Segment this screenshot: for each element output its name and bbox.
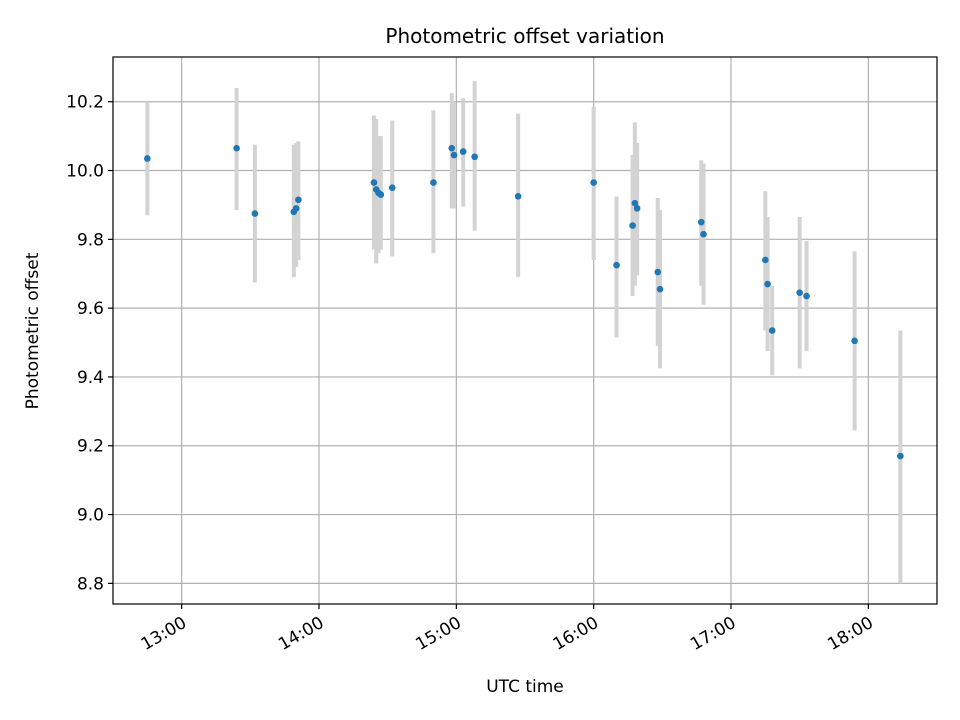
data-point xyxy=(144,155,151,162)
data-point xyxy=(377,191,385,198)
data-point xyxy=(629,222,636,229)
data-point xyxy=(768,327,776,334)
y-tick-label: 9.0 xyxy=(77,506,104,526)
data-point xyxy=(430,179,437,186)
y-tick-label: 9.6 xyxy=(77,299,104,319)
data-point xyxy=(233,144,240,152)
data-point xyxy=(388,184,396,192)
data-point xyxy=(633,205,641,212)
data-point xyxy=(448,144,456,152)
data-point xyxy=(762,256,769,264)
x-axis-label: UTC time xyxy=(486,677,564,697)
plot-area-frame xyxy=(112,56,938,605)
data-point xyxy=(590,179,597,186)
y-tick-label: 9.2 xyxy=(77,437,104,457)
data-point xyxy=(654,268,662,276)
grid xyxy=(113,57,937,604)
y-tick-label: 10.0 xyxy=(66,162,104,182)
y-tick-label: 8.8 xyxy=(77,574,104,594)
data-point xyxy=(450,151,458,159)
data-point xyxy=(803,292,810,300)
data-point xyxy=(897,452,904,460)
data-point xyxy=(697,218,705,226)
y-axis-label: Photometric offset xyxy=(23,252,43,409)
y-tick-label: 9.8 xyxy=(77,230,104,250)
data-point xyxy=(370,179,378,186)
data-point xyxy=(700,230,707,238)
data-point xyxy=(613,261,620,269)
data-point xyxy=(295,196,302,204)
data-point xyxy=(851,337,858,345)
data-point xyxy=(459,148,467,155)
data-point xyxy=(656,285,664,293)
data-point xyxy=(251,210,259,217)
y-tick-label: 9.4 xyxy=(77,368,104,388)
data-point xyxy=(471,153,478,161)
data-point xyxy=(796,289,803,296)
chart-title: Photometric offset variation xyxy=(385,24,664,48)
y-tick-label: 10.2 xyxy=(66,93,104,113)
data-point xyxy=(631,199,639,207)
data-points xyxy=(144,144,904,460)
data-point xyxy=(514,193,522,200)
data-point xyxy=(292,205,300,212)
data-point xyxy=(764,280,771,288)
